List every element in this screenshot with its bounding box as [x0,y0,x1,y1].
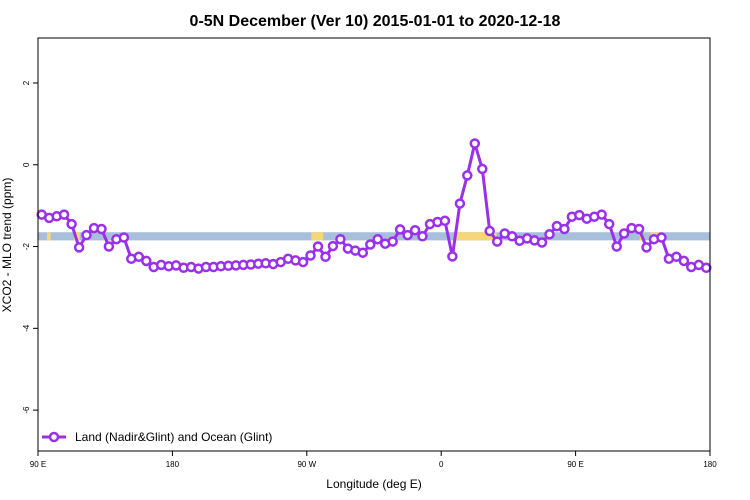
y-tick-label-1: 0 [22,162,31,167]
data-point [58,209,70,220]
data-point [335,233,346,245]
data-point [141,255,152,267]
y-axis: 2 0 -2 -4 -6 [22,80,38,414]
data-point [633,223,645,235]
y-axis-label: XCO2 - MLO trend (ppm) [0,178,14,313]
data-point [103,241,115,252]
data-point [447,251,458,262]
data-point [439,215,451,227]
y-tick-label-4: -6 [22,406,31,414]
data-point [394,224,406,235]
data-point [462,170,473,181]
x-tick-label-4: 90 E [567,460,583,469]
data-point [656,232,667,243]
y-tick-label-2: -2 [22,242,31,250]
series-line-0 [41,142,707,271]
data-point [671,251,682,263]
data-point [320,251,331,263]
data-point [66,218,77,230]
data-point [484,225,495,237]
chart-title: 0-5N December (Ver 10) 2015-01-01 to 202… [190,13,561,30]
x-tick-label-3: 0 [439,460,444,469]
data-point [297,256,309,268]
x-axis: 90 E 180 90 W 0 90 E 180 [30,451,717,469]
y-tick-label-0: 2 [22,80,31,85]
data-point [96,223,107,235]
x-tick-label-1: 180 [166,460,180,469]
data-point [491,236,503,247]
data-point [559,223,570,235]
x-axis-label: Longitude (deg E) [326,477,421,491]
data-point [327,240,339,252]
plot-frame [37,37,711,452]
x-tick-label-0: 90 E [30,460,46,469]
data-point [365,239,376,250]
data-point [596,209,607,220]
data-point [118,232,130,243]
data-point [611,241,622,252]
legend-marker-swatch [48,431,60,443]
legend: Land (Nadir&Glint) and Ocean (Glint) [42,430,272,444]
x-tick-label-2: 90 W [297,460,316,469]
data-point [506,231,518,242]
data-point [372,233,383,245]
data-point [312,241,324,252]
data-point [701,262,712,274]
data-point [73,242,85,253]
data-point [417,231,428,242]
land-band-segment-2 [311,232,324,241]
land-band-segment-0 [46,232,51,241]
series-points [36,138,712,274]
series-lines [41,142,707,271]
data-point [469,138,481,149]
data-point [387,236,398,247]
data-point [641,242,652,253]
land-band-segment-3 [456,232,497,241]
data-point [477,163,488,175]
legend-label: Land (Nadir&Glint) and Ocean (Glint) [75,430,272,444]
data-point [402,229,413,241]
data-point [409,224,421,236]
data-point [357,247,369,258]
data-point [603,218,615,230]
data-point [133,251,145,263]
data-point [305,250,316,261]
data-point [454,198,466,209]
y-tick-label-3: -4 [22,324,31,332]
data-point [618,228,630,239]
data-point [81,229,92,241]
data-point [678,255,690,267]
data-point [544,229,555,240]
x-tick-label-5: 180 [703,460,717,469]
data-point [536,237,548,248]
